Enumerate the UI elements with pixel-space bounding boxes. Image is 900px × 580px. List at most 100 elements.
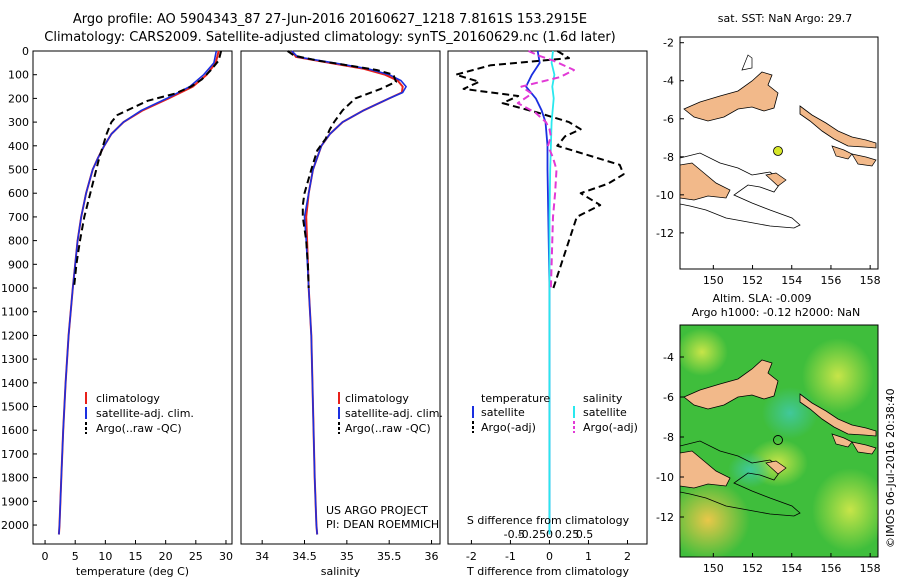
x-tick-label: 30 bbox=[219, 550, 233, 563]
salinity-satellite-line bbox=[291, 50, 407, 535]
sla-warm-anomaly bbox=[680, 480, 750, 557]
sla-map-field bbox=[680, 328, 878, 557]
legend-argo-label: Argo(..raw -QC) bbox=[96, 422, 182, 435]
temperature-argo-line bbox=[73, 50, 223, 289]
title-line-1: Argo profile: AO 5904343_87 27-Jun-2016 … bbox=[73, 12, 587, 27]
depth-tick-label: 400 bbox=[8, 140, 29, 153]
s-tick-label: -0.5 bbox=[504, 528, 525, 541]
x-tick-label: 5 bbox=[72, 550, 79, 563]
title-line-2: Climatology: CARS2009. Satellite-adjuste… bbox=[44, 30, 616, 45]
temperature-plot: 0 5 10 15 20 25 30 temperature (deg C) bbox=[42, 50, 233, 578]
map-y-tick-label: -6 bbox=[663, 391, 674, 404]
legend-argo-label: Argo(..raw -QC) bbox=[345, 422, 431, 435]
legend-sal-argo-label: Argo(-adj) bbox=[583, 421, 638, 434]
x-tick-label: 0 bbox=[42, 550, 49, 563]
salinity-legend: climatology satellite-adj. clim. Argo(..… bbox=[338, 392, 443, 435]
map-x-tick-label: 156 bbox=[820, 274, 841, 287]
new-guinea-land bbox=[683, 71, 779, 122]
depth-tick-label: 0 bbox=[22, 45, 29, 58]
new-guinea-land bbox=[683, 359, 779, 410]
map-x-tick-label: 152 bbox=[742, 274, 763, 287]
temperature-legend: climatology satellite-adj. clim. Argo(..… bbox=[85, 392, 194, 435]
x-tick-label: -1 bbox=[505, 550, 516, 563]
island-land bbox=[831, 145, 853, 160]
s-tick-label: 0.25 bbox=[555, 528, 580, 541]
x-tick-label: 35.5 bbox=[377, 550, 402, 563]
temperature-satellite-line bbox=[58, 50, 218, 535]
x-tick-label: 2 bbox=[624, 550, 631, 563]
depth-tick-label: 1800 bbox=[1, 472, 29, 485]
s-tick-label: -0.25 bbox=[518, 528, 546, 541]
legend-salinity-title: salinity bbox=[583, 392, 623, 405]
map-y-tick-label: -12 bbox=[656, 227, 674, 240]
sst-map-land bbox=[680, 54, 877, 229]
legend-temp-argo-label: Argo(-adj) bbox=[481, 421, 536, 434]
island-land bbox=[851, 153, 877, 167]
sla-warm-anomaly bbox=[812, 468, 878, 552]
x-tick-label: 10 bbox=[98, 550, 112, 563]
depth-axis: 0 100 200 300 400 500 600 700 800 900 1000 1100 1200… bbox=[1, 45, 37, 532]
legend-climatology-label: climatology bbox=[96, 392, 160, 405]
difference-legend: temperature salinity satellite Argo(-adj… bbox=[472, 392, 638, 434]
sla-map-axes: 150 152 154 156 158 -4 -6 -8 -10 -12 bbox=[656, 351, 881, 575]
map-x-tick-label: 158 bbox=[860, 274, 881, 287]
papua-land bbox=[680, 450, 731, 489]
map-x-tick-label: 154 bbox=[781, 562, 802, 575]
map-y-tick-label: -8 bbox=[663, 151, 674, 164]
sla-warm-anomaly bbox=[802, 338, 874, 414]
depth-tick-label: 100 bbox=[8, 69, 29, 82]
x-tick-label: 20 bbox=[159, 550, 173, 563]
difference-plot-frame bbox=[447, 50, 648, 545]
imos-watermark: ©IMOS 06-Jul-2016 20:38:40 bbox=[884, 388, 897, 548]
legend-temperature-title: temperature bbox=[481, 392, 550, 405]
island-land bbox=[831, 433, 853, 448]
coast-outline bbox=[680, 440, 801, 517]
depth-tick-label: 700 bbox=[8, 211, 29, 224]
sla-map-title-1: Altim. SLA: -0.009 bbox=[712, 292, 811, 305]
salinity-plot: 34 34.5 35 35.5 36 salinity bbox=[255, 50, 439, 578]
solomon-islands-land bbox=[799, 105, 877, 149]
x-tick-label: -2 bbox=[466, 550, 477, 563]
depth-tick-label: 200 bbox=[8, 92, 29, 105]
island-outline bbox=[741, 54, 753, 71]
map-x-tick-label: 158 bbox=[860, 562, 881, 575]
papua-land bbox=[680, 162, 731, 201]
salinity-plot-frame bbox=[240, 50, 441, 545]
legend-temp-satellite-label: satellite bbox=[481, 406, 525, 419]
sla-map: 150 152 154 156 158 -4 -6 -8 -10 -12 bbox=[656, 324, 881, 575]
sst-map: 150 152 154 156 158 -2 -4 -6 -8 -10 -12 bbox=[656, 36, 881, 287]
map-y-tick-label: -6 bbox=[663, 113, 674, 126]
temperature-climatology-line bbox=[57, 50, 220, 535]
x-axis-label: T difference from climatology bbox=[466, 565, 629, 578]
depth-tick-label: 1000 bbox=[1, 282, 29, 295]
depth-tick-label: 900 bbox=[8, 258, 29, 271]
depth-tick-label: 1300 bbox=[1, 353, 29, 366]
map-x-tick-label: 150 bbox=[703, 562, 724, 575]
depth-tick-label: 1600 bbox=[1, 424, 29, 437]
depth-tick-label: 1900 bbox=[1, 495, 29, 508]
depth-tick-label: 1500 bbox=[1, 401, 29, 414]
depth-tick-label: 1700 bbox=[1, 448, 29, 461]
x-tick-label: 34.5 bbox=[292, 550, 317, 563]
s-tick-label: 0.5 bbox=[576, 528, 594, 541]
solomon-islands-land bbox=[799, 393, 877, 437]
depth-tick-label: 1100 bbox=[1, 306, 29, 319]
sla-warm-anomaly bbox=[680, 328, 728, 376]
sal-diff-satellite-line bbox=[548, 50, 556, 535]
x-tick-label: 15 bbox=[129, 550, 143, 563]
map-y-tick-label: -8 bbox=[663, 431, 674, 444]
x-tick-label: 36 bbox=[425, 550, 439, 563]
island-land bbox=[851, 441, 877, 455]
map-y-tick-label: -10 bbox=[656, 471, 674, 484]
map-y-tick-label: -12 bbox=[656, 511, 674, 524]
map-y-tick-label: -10 bbox=[656, 189, 674, 202]
x-tick-label: 25 bbox=[189, 550, 203, 563]
depth-tick-label: 300 bbox=[8, 116, 29, 129]
legend-sal-satellite-label: satellite bbox=[583, 406, 627, 419]
map-y-tick-label: -4 bbox=[663, 351, 674, 364]
salinity-argo-line bbox=[287, 50, 397, 289]
map-x-tick-label: 150 bbox=[703, 274, 724, 287]
pi-label: PI: DEAN ROEMMICH bbox=[326, 518, 439, 531]
argo-float-marker bbox=[773, 146, 783, 156]
depth-tick-label: 500 bbox=[8, 164, 29, 177]
